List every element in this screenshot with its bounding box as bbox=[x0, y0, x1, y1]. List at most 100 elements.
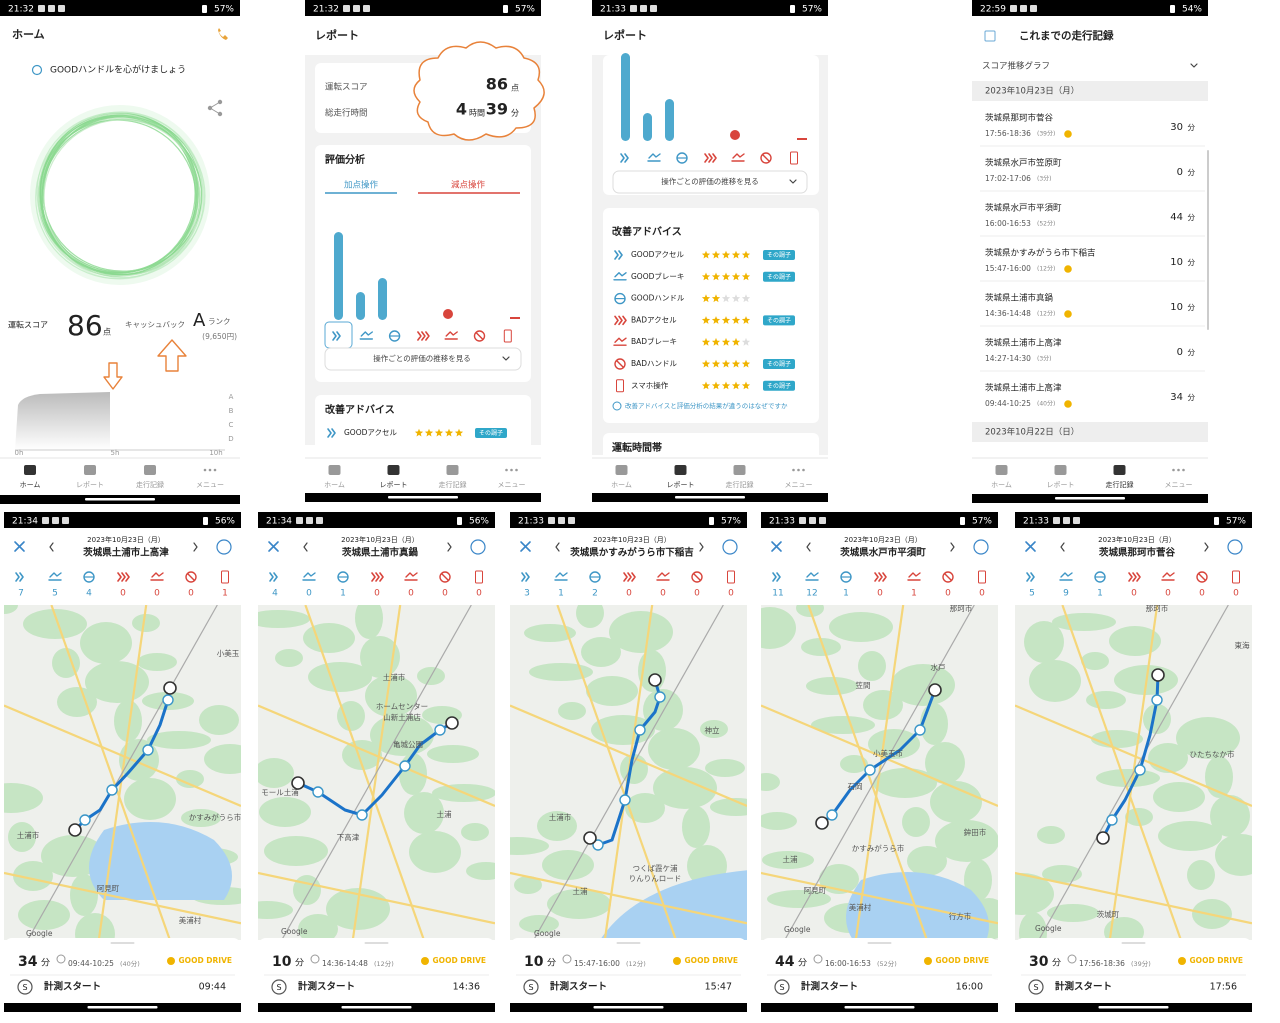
map-green bbox=[1096, 769, 1160, 787]
trend-button[interactable] bbox=[324, 347, 522, 371]
trip-row[interactable]: 茨城県那珂市菅谷 17:56-18:36 (39分) 30 分 bbox=[985, 113, 1196, 139]
close-icon[interactable] bbox=[1025, 541, 1036, 552]
road bbox=[4, 704, 241, 808]
route-marker bbox=[592, 839, 604, 851]
start-label: 計測スタート bbox=[801, 981, 858, 993]
nav-item[interactable]: ホーム bbox=[611, 481, 632, 489]
gesture-pill bbox=[341, 1006, 412, 1009]
next-icon[interactable] bbox=[699, 542, 704, 552]
nav-item[interactable]: メニュー bbox=[196, 481, 224, 489]
op-count: 7 bbox=[18, 589, 24, 599]
map-green bbox=[85, 661, 149, 703]
tab[interactable]: 減点操作 bbox=[451, 180, 486, 191]
nav-item[interactable]: レポート bbox=[76, 481, 104, 489]
close-icon[interactable] bbox=[14, 541, 25, 552]
trend-button[interactable] bbox=[612, 170, 808, 194]
nav-item[interactable]: レポート bbox=[1047, 481, 1075, 489]
map-green bbox=[275, 649, 303, 667]
star bbox=[711, 316, 721, 324]
prev-icon[interactable] bbox=[303, 542, 308, 552]
phone-icon bbox=[218, 28, 228, 40]
route-marker bbox=[312, 786, 324, 798]
map-green bbox=[404, 792, 444, 834]
trip-date: 2023年10月23日（月） bbox=[593, 535, 671, 544]
trip-duration: 44 bbox=[775, 954, 795, 970]
score-ring bbox=[43, 119, 201, 277]
nav-item[interactable]: ホーム bbox=[20, 481, 41, 489]
prev-icon[interactable] bbox=[49, 542, 54, 552]
tab[interactable]: 加点操作 bbox=[344, 180, 379, 191]
trip-place: 茨城県土浦市真鍋 bbox=[342, 547, 419, 559]
nav-item[interactable]: メニュー bbox=[1165, 481, 1193, 489]
screen-title: これまでの走行記録 bbox=[1019, 29, 1114, 42]
trip-length: (12分) bbox=[626, 959, 646, 968]
start-icon bbox=[774, 979, 790, 995]
map-green bbox=[114, 700, 142, 742]
trip-row[interactable]: 茨城県かすみがうら市下稲吉 15:47-16:00 (12分) 10 分 bbox=[985, 248, 1196, 274]
trip-row[interactable]: 茨城県水戸市平須町 16:00-16:53 (52分) 44 分 bbox=[985, 203, 1196, 229]
nav-item[interactable]: ホーム bbox=[991, 481, 1012, 489]
map-green bbox=[337, 701, 365, 731]
trip-duration: 10 bbox=[1170, 257, 1183, 268]
trip-duration: 34 bbox=[1170, 392, 1183, 403]
trip-row[interactable]: 茨城県土浦市真鍋 14:36-14:48 (12分) 10 分 bbox=[985, 293, 1196, 319]
goal-marker bbox=[445, 716, 459, 730]
trip-row[interactable]: 茨城県土浦市上高津 09:44-10:25 (40分) 34 分 bbox=[985, 383, 1196, 409]
nav-label: ホーム bbox=[324, 481, 345, 489]
score-unit: 点 bbox=[511, 84, 519, 93]
nav-icon bbox=[1054, 465, 1067, 475]
op-count: 0 bbox=[476, 589, 482, 599]
map-green bbox=[542, 850, 594, 880]
prev-icon[interactable] bbox=[806, 542, 811, 552]
op-icon bbox=[647, 153, 661, 162]
gesture-pill bbox=[388, 496, 458, 499]
map-label: かすみがうら市 bbox=[852, 843, 905, 853]
close-icon[interactable] bbox=[520, 541, 531, 552]
battery-icon bbox=[202, 5, 207, 13]
star bbox=[741, 381, 751, 390]
route-marker bbox=[619, 794, 631, 806]
nav-item[interactable]: 走行記録 bbox=[726, 480, 754, 489]
op-icon bbox=[656, 572, 670, 581]
map-green bbox=[360, 636, 400, 678]
nav-item[interactable]: レポート bbox=[380, 481, 408, 489]
trip-row[interactable]: 茨城県土浦市上高津 14:27-14:30 (3分) 0 分 bbox=[985, 338, 1196, 364]
nav-item[interactable]: メニュー bbox=[785, 481, 813, 489]
op-count: 11 bbox=[772, 589, 783, 599]
trip-length: (3分) bbox=[1037, 175, 1052, 183]
graph-toggle[interactable]: スコア推移グラフ bbox=[982, 61, 1050, 72]
prev-icon[interactable] bbox=[555, 542, 560, 552]
op-count: 0 bbox=[154, 589, 160, 599]
help-link[interactable]: 改善アドバイスと評価分析の結果が違うのはなぜですか bbox=[625, 401, 788, 410]
nav-item[interactable]: メニュー bbox=[498, 481, 526, 489]
nav-item[interactable]: レポート bbox=[667, 481, 695, 489]
road bbox=[50, 605, 171, 940]
map-green bbox=[537, 811, 577, 841]
railway bbox=[784, 605, 975, 940]
next-icon[interactable] bbox=[447, 542, 452, 552]
nav-label: メニュー bbox=[196, 481, 224, 489]
trip-row[interactable]: 茨城県水戸市笠原町 17:02-17:06 (3分) 0 分 bbox=[985, 158, 1196, 184]
star bbox=[741, 250, 751, 259]
status-time: 21:32 bbox=[8, 5, 34, 15]
map-label: 水戸 bbox=[931, 662, 946, 672]
nav-item[interactable]: 走行記録 bbox=[439, 480, 467, 489]
nav-item[interactable]: ホーム bbox=[324, 481, 345, 489]
close-icon[interactable] bbox=[771, 541, 782, 552]
prev-icon[interactable] bbox=[1060, 542, 1065, 552]
map-green bbox=[8, 822, 36, 852]
nav-label: メニュー bbox=[498, 481, 526, 489]
next-icon[interactable] bbox=[1204, 542, 1209, 552]
nav-label: 走行記録 bbox=[1106, 480, 1134, 489]
route-marker bbox=[106, 784, 118, 796]
next-icon[interactable] bbox=[193, 542, 198, 552]
status-time: 21:33 bbox=[769, 517, 795, 527]
nav-item[interactable]: 走行記録 bbox=[136, 480, 164, 489]
nav-icon bbox=[144, 465, 156, 475]
nav-item[interactable]: 走行記録 bbox=[1106, 480, 1134, 489]
nav-icon bbox=[505, 468, 508, 472]
next-icon[interactable] bbox=[950, 542, 955, 552]
map-green bbox=[4, 605, 18, 614]
close-icon[interactable] bbox=[268, 541, 279, 552]
